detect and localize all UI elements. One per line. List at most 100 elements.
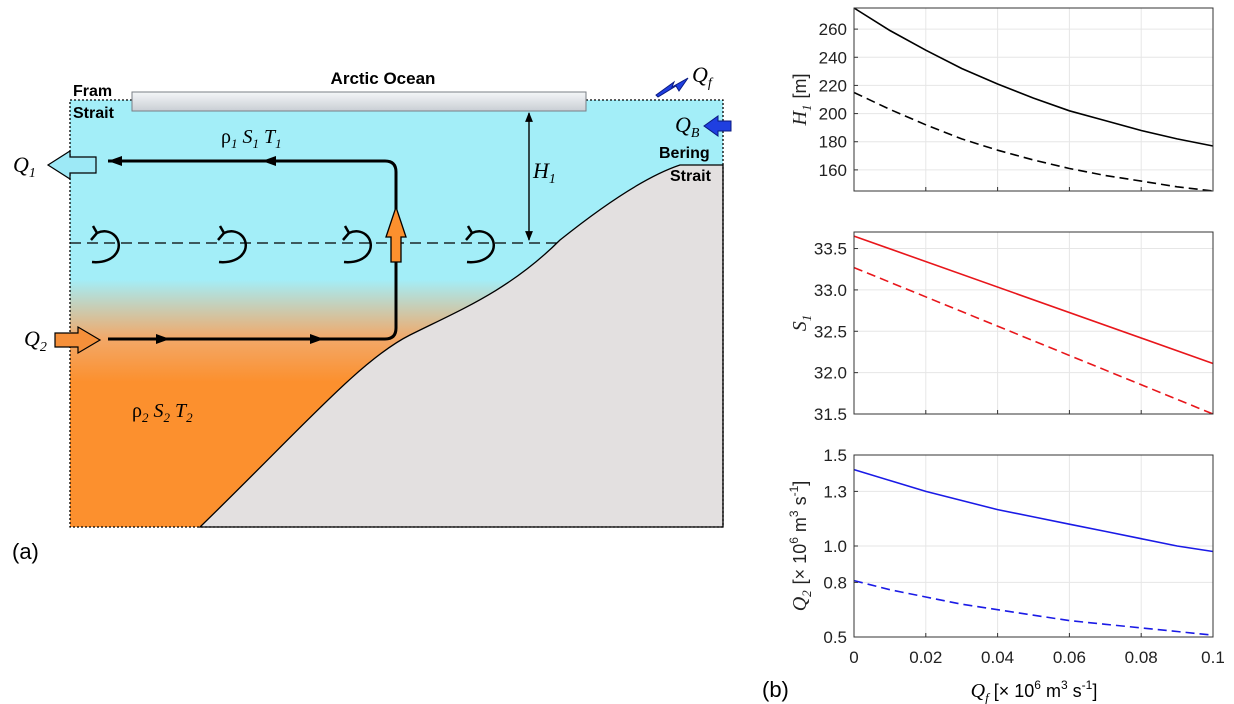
chart-1: 160 180 200 220 240 260 H1 [m]	[789, 7, 1214, 192]
panel-b-label: (b)	[762, 677, 789, 702]
lower-t-sub: 2	[186, 410, 193, 425]
flow-arrow-upper-2	[262, 156, 276, 166]
y-tick-label: 33.5	[814, 240, 847, 259]
lower-rho: ρ	[132, 400, 142, 422]
panel-a-label: (a)	[12, 539, 39, 564]
y-tick-label: 240	[819, 48, 847, 67]
plot-area	[854, 232, 1213, 414]
qf-subscript: f	[708, 76, 714, 91]
y-tick-label: 1.5	[823, 446, 847, 465]
upper-rho-sub: 1	[231, 136, 238, 151]
charts-panel: 160180200220240260H1[m]31.532.032.533.03…	[787, 7, 1225, 667]
bering-label-1: Bering	[659, 145, 710, 162]
flow-arrow-lower-1	[156, 334, 170, 344]
chart-2: 31.5 32.0 32.5 33.0 33.5 S1	[789, 231, 1214, 424]
fram-label-2: Strait	[73, 105, 115, 122]
qf-arrow	[655, 77, 689, 98]
x-axis-symbol: Q	[971, 680, 986, 702]
axes-box	[853, 7, 1214, 192]
y-axis-close: ]	[790, 481, 810, 486]
y-axis-exp-2: 3	[787, 510, 801, 517]
y-axis-exp-3: -1	[787, 485, 801, 496]
eddy-2-arrow	[217, 225, 226, 241]
y-axis-label: S1	[789, 315, 814, 332]
y-axis-unit-2: m	[790, 517, 810, 532]
series-solid-line	[853, 468, 1214, 553]
y-axis-symbol-sub: 2	[799, 590, 814, 597]
q1-subscript: 1	[29, 166, 36, 181]
x-tick-label: 0.06	[1053, 648, 1086, 667]
x-axis-exp-2: 3	[1061, 678, 1068, 692]
q2-arrow	[54, 325, 102, 355]
x-axis-symbol-sub: f	[985, 690, 991, 704]
y-tick-label: 31.5	[814, 405, 847, 424]
y-axis-label: Q2 [× 106 m3 s-1]	[787, 481, 814, 612]
eddy-symbols	[90, 225, 496, 264]
qb-arrow	[703, 115, 732, 137]
x-tick-label: 0.1	[1201, 648, 1225, 667]
q2-label: Q2	[24, 326, 47, 355]
y-axis-symbol-sub: 1	[799, 315, 814, 322]
eddy-2	[218, 230, 248, 264]
qb-subscript: B	[691, 126, 700, 141]
eddy-3-arrow	[342, 225, 351, 241]
y-axis-label: H1 [m]	[789, 74, 814, 127]
lower-t: T	[175, 400, 188, 422]
y-tick-label: 180	[819, 133, 847, 152]
axes-box	[853, 231, 1214, 415]
y-tick-label: 220	[819, 76, 847, 95]
y-tick-label: 33.0	[814, 281, 847, 300]
h1-subscript: 1	[549, 172, 556, 187]
q1-label: Q1	[13, 152, 36, 181]
flow-arrow-upper-1	[108, 156, 122, 166]
bering-label-2: Strait	[670, 168, 712, 185]
y-axis-exp: 6	[787, 537, 801, 544]
y-axis-symbol: S	[789, 321, 811, 331]
qb-symbol: Q	[675, 112, 691, 137]
q2-subscript: 2	[40, 340, 47, 355]
qf-symbol: Q	[692, 62, 708, 87]
x-tick-label: 0	[849, 648, 858, 667]
y-tick-label: 1.3	[823, 482, 847, 501]
q2-symbol: Q	[24, 326, 40, 351]
x-tick-label: 0.02	[909, 648, 942, 667]
x-axis-exp-3: -1	[1082, 678, 1093, 692]
y-tick-label: 260	[819, 20, 847, 39]
upper-s: S	[242, 126, 252, 148]
y-tick-label: 0.8	[823, 573, 847, 592]
series-solid-line	[853, 235, 1214, 365]
eddy-4	[466, 230, 496, 264]
schematic-panel: Arctic Ocean Fram Strait Bering Strait Q…	[12, 62, 732, 564]
lower-s: S	[153, 400, 163, 422]
x-axis-label: Qf [× 106 m3 s-1]	[971, 678, 1098, 704]
x-axis-unit-3: s	[1073, 681, 1082, 701]
continental-slope	[198, 164, 724, 528]
lower-s-sub: 2	[163, 410, 170, 425]
y-axis-symbol: H	[789, 109, 811, 126]
series-solid-line	[853, 7, 1214, 147]
qb-label: QB	[675, 112, 700, 141]
lower-layer-properties: ρ2 S2 T2	[132, 400, 193, 425]
x-axis-close: ]	[1092, 681, 1097, 701]
x-axis-unit-2: m	[1046, 681, 1061, 701]
y-tick-label: 32.0	[814, 364, 847, 383]
fram-label-1: Fram	[73, 83, 112, 100]
y-axis-unit: [× 10	[790, 544, 810, 585]
upwelling-arrow	[385, 204, 407, 263]
y-tick-label: 1.0	[823, 537, 847, 556]
upper-layer-properties: ρ1 S1 T1	[221, 126, 282, 151]
y-tick-label: 160	[819, 161, 847, 180]
x-tick-label: 0.08	[1125, 648, 1158, 667]
y-tick-label: 200	[819, 105, 847, 124]
eddy-3	[343, 230, 373, 264]
y-axis-unit-3: s	[790, 496, 810, 505]
series-dashed-line	[853, 266, 1214, 415]
q1-symbol: Q	[13, 152, 29, 177]
plot-area	[854, 8, 1213, 191]
x-axis-exp: 6	[1034, 678, 1041, 692]
flow-arrow-lower-2	[310, 334, 324, 344]
chart-3: 0.5 0.8 1.0 1.3 1.5 Q2 [× 106 m3 s-1]	[787, 446, 1214, 647]
q1-arrow	[46, 149, 97, 181]
eddy-4-arrow	[465, 225, 474, 241]
